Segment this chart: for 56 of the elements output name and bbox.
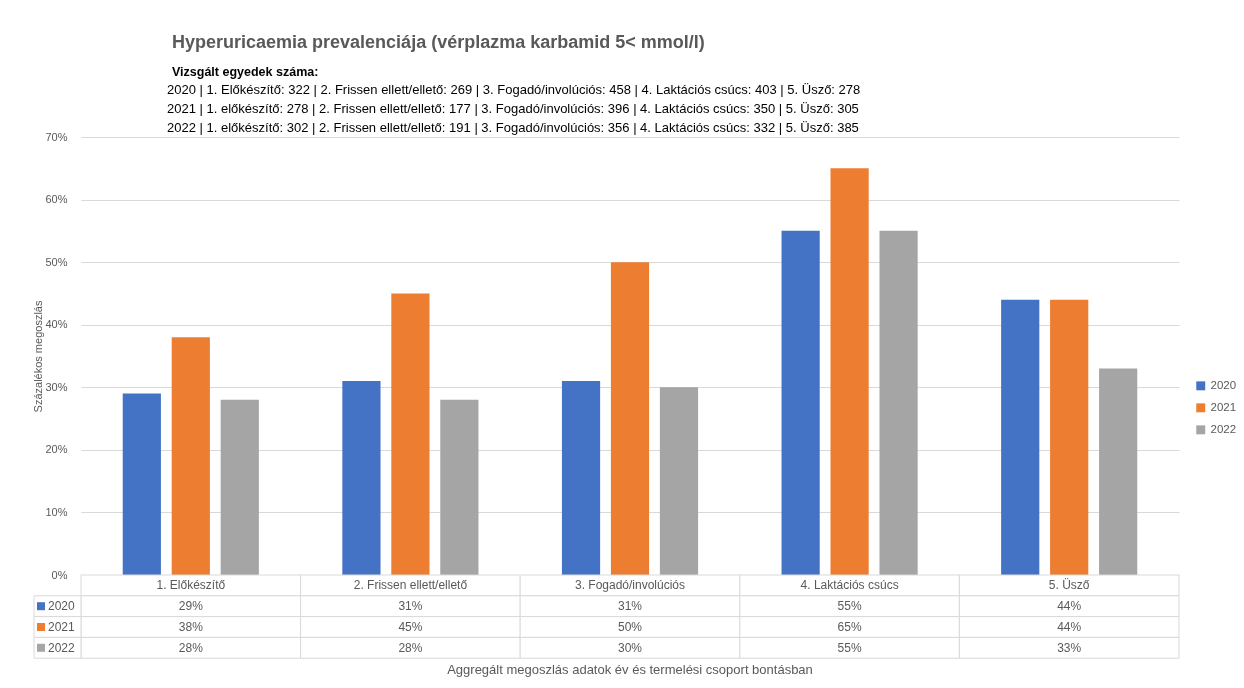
y-tick-label: 10%	[45, 505, 68, 518]
data-label: 31%	[617, 599, 643, 614]
bar	[561, 381, 601, 575]
text: Aggregált megoszlás adatok év és termelési csoport bontásban	[447, 662, 813, 678]
chart-title: Hyperuricaemia prevalenciája (vérplazma karbamid 5< mmol/l)	[172, 31, 705, 52]
bar	[1050, 299, 1089, 575]
y-tick-label: 40%	[45, 318, 68, 331]
bar	[440, 399, 479, 575]
x-tick-label: 1. Előkészítő	[156, 578, 226, 593]
x-tick-label: 3. Fogadó/involúciós	[574, 578, 686, 593]
legend-label: 2021	[48, 620, 76, 634]
bar	[781, 230, 820, 575]
y-tick-label: 60%	[45, 193, 68, 206]
y-tick-label: 0%	[51, 568, 68, 581]
legend-label: 2020	[48, 599, 76, 614]
chart-subtitle: Vizsgált egyedek száma:	[172, 64, 319, 79]
bar	[122, 393, 161, 575]
data-label: 33%	[1057, 640, 1082, 655]
data-label: 28%	[178, 640, 204, 655]
y-tick-label: 30%	[45, 380, 68, 393]
x-tick-label: 4. Laktációs csúcs	[800, 578, 899, 593]
bar	[830, 168, 869, 575]
bar	[1099, 368, 1138, 575]
bar	[879, 230, 918, 575]
bar	[659, 387, 699, 575]
data-label: 65%	[837, 620, 862, 634]
bar	[391, 293, 430, 575]
bar	[171, 337, 210, 575]
y-tick-label: 50%	[45, 255, 68, 268]
text: 2021	[1210, 400, 1237, 413]
data-label: 29%	[178, 599, 204, 614]
data-label: 30%	[617, 640, 643, 655]
text: 2020 | 1. Előkészítő: 322 | 2. Frissen ellett/ellető: 269 | 3. Fogadó/involúciós: 458 | 4. Laktációs csúcs: 403 | 5. Üsző: 278	[167, 82, 861, 97]
text: 2022	[48, 640, 75, 655]
data-label: 44%	[1057, 599, 1082, 614]
data-label: 55%	[837, 599, 862, 614]
bar	[220, 399, 259, 575]
x-tick-label: 5. Üsző	[1048, 578, 1090, 593]
data-label: 45%	[398, 620, 423, 634]
bar	[342, 381, 381, 575]
y-tick-label: 20%	[45, 443, 68, 456]
text: 2021 | 1. előkészítő: 278 | 2. Frissen ellett/ellető: 177 | 3. Fogadó/involúciós: 396 | 4. Laktációs csúcs: 350 | 5. Üsző: 305	[167, 101, 859, 116]
data-label: 44%	[1057, 620, 1082, 634]
data-label: 28%	[398, 640, 423, 655]
bar	[610, 262, 650, 575]
data-label: 38%	[178, 620, 204, 634]
legend-label: 2022	[1210, 422, 1237, 435]
data-label: 55%	[837, 640, 862, 655]
text: 2020	[1210, 378, 1237, 391]
y-axis-title: Százalékos megoszlás	[31, 300, 44, 413]
x-tick-label: 2. Frissen ellett/ellető	[353, 578, 468, 593]
data-label: 31%	[398, 599, 423, 614]
data-label: 50%	[617, 620, 643, 634]
text: 2022 | 1. előkészítő: 302 | 2. Frissen ellett/ellető: 191 | 3. Fogadó/involúciós: 356 | 4. Laktációs csúcs: 332 | 5. Üsző: 385	[167, 120, 859, 135]
bar	[1001, 299, 1040, 575]
y-tick-label: 70%	[45, 130, 68, 143]
